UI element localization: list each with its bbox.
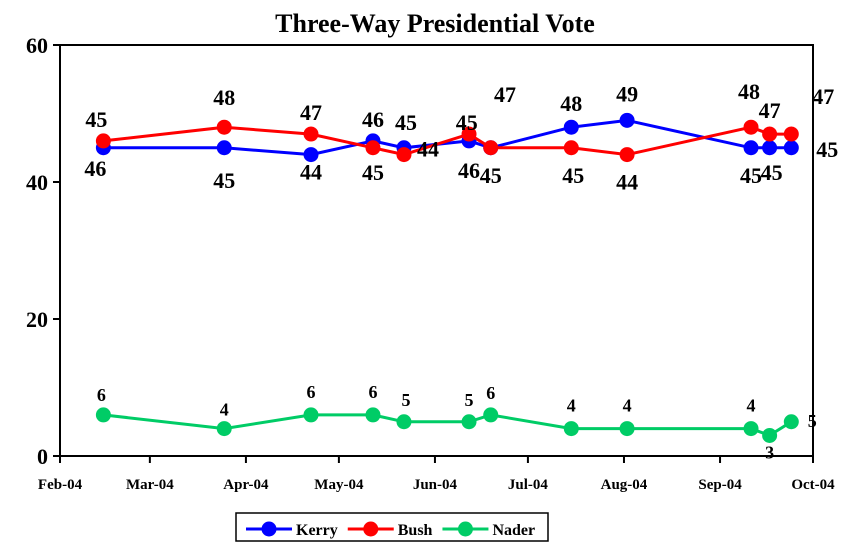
data-point-kerry xyxy=(762,140,778,156)
data-point-kerry xyxy=(783,140,799,156)
data-label-kerry: 49 xyxy=(616,81,638,106)
data-point-bush xyxy=(216,119,232,135)
x-tick-label: Apr-04 xyxy=(223,477,269,493)
data-point-nader xyxy=(783,414,799,430)
data-point-bush xyxy=(563,140,579,156)
data-label-kerry: 45 xyxy=(395,110,417,135)
data-label-nader: 6 xyxy=(486,383,495,403)
legend-box xyxy=(235,512,549,542)
data-label-nader: 5 xyxy=(808,411,817,431)
data-label-kerry: 45 xyxy=(816,137,838,162)
data-point-nader xyxy=(303,407,319,423)
x-tick-label: Jun-04 xyxy=(413,477,458,493)
data-point-nader xyxy=(365,407,381,423)
y-tick-label: 40 xyxy=(26,170,48,195)
x-tick-label: Jul-04 xyxy=(508,477,549,493)
data-point-nader xyxy=(762,427,778,443)
data-label-bush: 45 xyxy=(562,163,584,188)
data-label-kerry: 46 xyxy=(362,107,384,132)
legend-marker-nader xyxy=(457,521,473,537)
data-label-kerry: 46 xyxy=(458,158,480,183)
data-label-nader: 4 xyxy=(623,396,632,416)
data-label-nader: 4 xyxy=(567,396,576,416)
x-tick-label: Feb-04 xyxy=(38,477,83,493)
legend-label-bush: Bush xyxy=(398,522,433,539)
data-label-nader: 6 xyxy=(368,382,377,402)
data-label-bush: 47 xyxy=(494,82,516,107)
data-label-bush: 48 xyxy=(213,85,235,110)
data-label-bush: 45 xyxy=(85,107,107,132)
data-point-bush xyxy=(365,140,381,156)
data-point-kerry xyxy=(619,112,635,128)
legend-marker-kerry xyxy=(261,521,277,537)
data-point-bush xyxy=(743,119,759,135)
data-point-nader xyxy=(619,421,635,437)
data-point-nader xyxy=(95,407,111,423)
legend-label-nader: Nader xyxy=(492,522,535,539)
data-label-nader: 4 xyxy=(747,396,756,416)
data-label-bush: 47 xyxy=(300,100,322,125)
data-label-bush: 48 xyxy=(738,79,760,104)
data-point-kerry xyxy=(216,140,232,156)
data-label-nader: 4 xyxy=(220,400,229,420)
data-point-kerry xyxy=(303,147,319,163)
data-point-bush xyxy=(483,140,499,156)
y-tick-label: 20 xyxy=(26,307,48,332)
data-label-kerry: 45 xyxy=(740,163,762,188)
data-point-nader xyxy=(216,421,232,437)
data-point-nader xyxy=(563,421,579,437)
x-tick-label: Sep-04 xyxy=(698,477,742,493)
data-point-bush xyxy=(95,133,111,149)
data-point-bush xyxy=(783,126,799,142)
data-point-nader xyxy=(483,407,499,423)
plot-area-border xyxy=(59,44,814,457)
data-label-nader: 6 xyxy=(97,385,106,405)
data-label-nader: 3 xyxy=(765,442,774,462)
x-tick-label: Oct-04 xyxy=(791,477,835,493)
data-label-kerry: 45 xyxy=(213,168,235,193)
data-label-bush: 45 xyxy=(456,110,478,135)
chart-title: Three-Way Presidential Vote xyxy=(275,9,595,38)
data-point-kerry xyxy=(743,140,759,156)
data-label-bush: 44 xyxy=(616,170,638,195)
data-point-nader xyxy=(461,414,477,430)
data-point-bush xyxy=(303,126,319,142)
data-point-bush xyxy=(461,126,477,142)
data-label-kerry: 45 xyxy=(480,163,502,188)
x-tick-label: Mar-04 xyxy=(126,477,174,493)
y-tick-label: 0 xyxy=(37,444,48,469)
data-point-nader xyxy=(743,421,759,437)
data-label-bush: 47 xyxy=(812,84,834,109)
data-label-nader: 5 xyxy=(465,390,474,410)
x-tick-label: May-04 xyxy=(314,477,364,493)
data-point-kerry xyxy=(563,119,579,135)
data-label-bush: 47 xyxy=(759,98,781,123)
data-label-bush: 45 xyxy=(362,160,384,185)
data-point-nader xyxy=(396,414,412,430)
data-point-bush xyxy=(619,147,635,163)
data-point-bush xyxy=(396,147,412,163)
data-label-nader: 6 xyxy=(307,382,316,402)
data-label-kerry: 44 xyxy=(300,160,322,185)
legend-label-kerry: Kerry xyxy=(296,522,338,539)
y-tick-label: 60 xyxy=(26,33,48,58)
x-tick-label: Aug-04 xyxy=(601,477,648,493)
legend-marker-bush xyxy=(363,521,379,537)
data-label-nader: 5 xyxy=(401,390,410,410)
data-label-bush: 44 xyxy=(417,137,439,162)
data-label-kerry: 45 xyxy=(761,160,783,185)
data-point-bush xyxy=(762,126,778,142)
data-label-kerry: 48 xyxy=(560,91,582,116)
data-label-kerry: 46 xyxy=(84,156,106,181)
